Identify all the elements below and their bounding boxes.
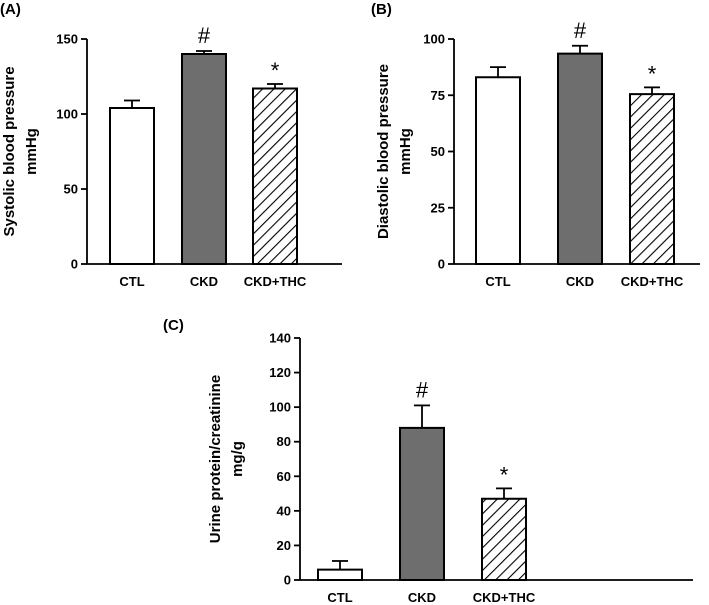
y-tick-label: 150 — [56, 32, 78, 47]
y-tick-label: 0 — [438, 257, 445, 272]
y-tick-label: 50 — [431, 144, 445, 159]
y-axis-title: Systolic blood pressure — [1, 66, 18, 236]
x-category-label: CTL — [485, 274, 510, 289]
significance-marker: * — [500, 462, 509, 487]
y-tick-label: 120 — [269, 365, 291, 380]
significance-marker: * — [648, 61, 657, 86]
bar-ctl — [317, 568, 363, 582]
x-category-label: CKD+THC — [244, 274, 307, 289]
y-tick-label: 40 — [277, 503, 291, 518]
bar-ckd-thc — [481, 497, 527, 581]
bar-ckd — [181, 53, 227, 265]
y-axis-title: Diastolic blood pressure — [375, 64, 392, 239]
y-tick-label: 140 — [269, 331, 291, 346]
y-tick-label: 100 — [423, 32, 445, 47]
y-tick-label: 60 — [277, 469, 291, 484]
y-tick-label: 100 — [56, 107, 78, 122]
y-tick-label: 75 — [431, 88, 445, 103]
x-category-label: CKD — [408, 590, 436, 605]
panel-label: (C) — [163, 317, 184, 334]
x-category-label: CKD+THC — [621, 274, 684, 289]
y-tick-label: 0 — [71, 257, 78, 272]
x-category-label: CTL — [327, 590, 352, 605]
x-category-label: CKD — [190, 274, 218, 289]
bar-ckd — [399, 426, 445, 581]
significance-marker: # — [416, 377, 429, 402]
y-axis-unit: mg/g — [229, 441, 246, 477]
y-tick-label: 100 — [269, 400, 291, 415]
bar-ckd-thc — [252, 87, 298, 265]
y-tick-label: 25 — [431, 200, 445, 215]
y-axis-unit: mmHg — [23, 128, 40, 175]
bar-ckd-thc — [629, 93, 675, 265]
y-tick-label: 50 — [64, 182, 78, 197]
significance-marker: * — [271, 58, 280, 83]
chart-panel-2: (B) 0 25 50 75 100 Diastolic blood pressure mmH… — [371, 1, 700, 289]
x-category-label: CKD — [566, 274, 594, 289]
panel-label: (B) — [371, 1, 392, 18]
y-tick-label: 20 — [277, 538, 291, 553]
chart-panel-1: (A) 0 50 100 150 Systolic blood pressure mmHg C… — [0, 1, 342, 289]
panel-label: (A) — [0, 1, 21, 18]
x-category-label: CKD+THC — [473, 590, 536, 605]
x-category-label: CTL — [119, 274, 144, 289]
bar-ctl — [109, 107, 155, 265]
y-axis-unit: mmHg — [397, 128, 414, 175]
y-axis-title: Urine protein/creatinine — [207, 375, 224, 543]
y-tick-label: 80 — [277, 434, 291, 449]
y-tick-label: 0 — [284, 573, 291, 588]
significance-marker: # — [198, 23, 211, 48]
chart-panel-3: (C) 0 20 40 60 80 100 120 140 Urine protein/creat… — [163, 317, 693, 605]
significance-marker: # — [574, 18, 587, 43]
bar-ckd — [557, 52, 603, 265]
bar-ctl — [475, 76, 521, 265]
